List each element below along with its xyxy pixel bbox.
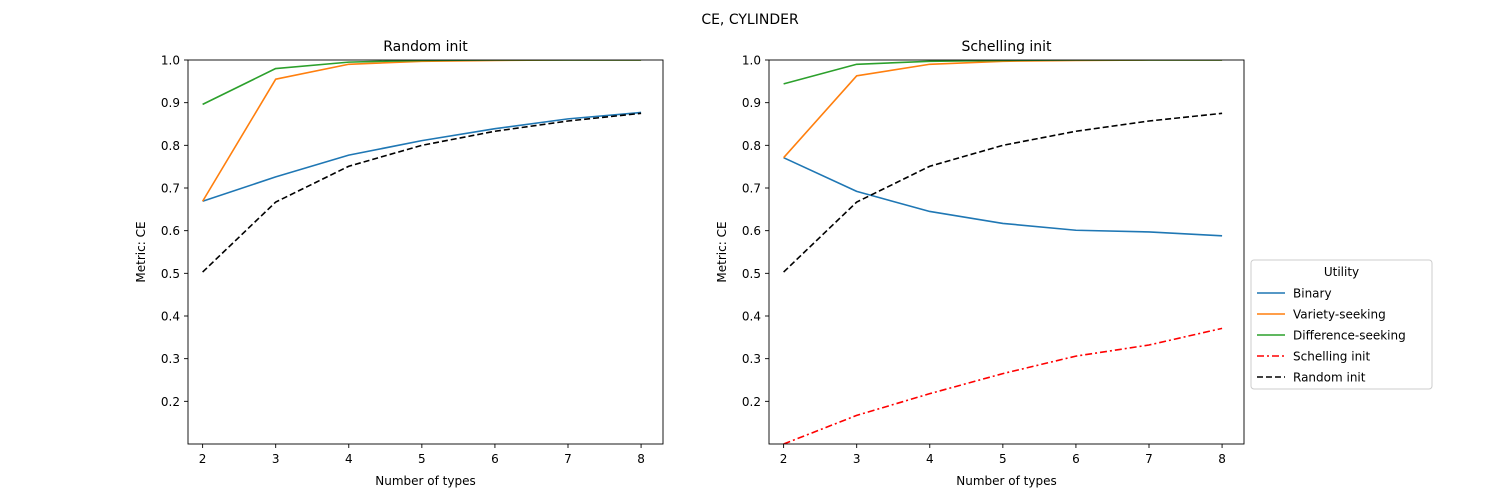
series-line-random-init: [783, 112, 1223, 273]
subplot-title: Random init: [383, 39, 468, 55]
y-tick-label: 0.7: [742, 182, 761, 196]
y-tick-label: 1.0: [161, 54, 180, 68]
x-axis-label: Number of types: [375, 474, 475, 488]
axes-frame: [768, 59, 1245, 445]
series-line-variety-seeking: [783, 60, 1223, 159]
series-line-difference-seeking: [783, 60, 1223, 85]
x-tick-label: 7: [564, 452, 572, 466]
y-tick-label: 0.3: [161, 352, 180, 366]
figure-suptitle: CE, CYLINDER: [701, 12, 799, 28]
subplot-1: 2 3 4 5 6 7 8 0.2 0.3 0.4 0.5 0.6 0.7 0.8 0.9 1.0 Random…: [134, 39, 664, 488]
y-tick-label: 0.5: [742, 267, 761, 281]
legend-entry-label: Difference-seeking: [1293, 329, 1406, 343]
x-tick-label: 5: [999, 452, 1007, 466]
series-line-binary: [202, 111, 642, 202]
y-tick-label: 0.2: [161, 395, 180, 409]
series-line-difference-seeking: [202, 60, 642, 106]
x-tick-label: 2: [780, 452, 788, 466]
x-tick-label: 2: [199, 452, 207, 466]
legend: Utility Binary Variety-seeking Difference-s…: [1250, 259, 1433, 390]
y-tick-label: 0.5: [161, 267, 180, 281]
legend-frame: [1250, 259, 1433, 390]
y-axis-label: Metric: CE: [134, 221, 148, 282]
x-tick-label: 3: [272, 452, 280, 466]
y-tick-label: 0.2: [742, 395, 761, 409]
y-tick-label: 0.7: [161, 182, 180, 196]
x-tick-label: 8: [637, 452, 645, 466]
y-tick-label: 0.6: [161, 224, 180, 238]
subplot-2: 2 3 4 5 6 7 8 0.2 0.3 0.4 0.5 0.6 0.7 0.8 0.9 1.0 Schell…: [715, 39, 1245, 488]
x-tick-label: 5: [418, 452, 426, 466]
y-axis-label: Metric: CE: [715, 221, 729, 282]
y-tick-label: 0.3: [742, 352, 761, 366]
series-group: [783, 60, 1223, 444]
y-tick-label: 0.4: [161, 310, 180, 324]
series-group: [201, 60, 642, 273]
x-tick-label: 8: [1218, 452, 1226, 466]
x-tick-label: 6: [491, 452, 499, 466]
axes-frame: [187, 59, 664, 445]
legend-entry-label: Random init: [1293, 371, 1366, 385]
subplot-title: Schelling init: [961, 39, 1052, 55]
x-tick-label: 7: [1145, 452, 1153, 466]
y-tick-label: 0.9: [742, 96, 761, 110]
legend-entry-label: Variety-seeking: [1293, 308, 1386, 322]
series-line-variety-seeking: [201, 60, 642, 202]
y-tick-label: 0.9: [161, 96, 180, 110]
legend-title: Utility: [1324, 265, 1359, 279]
series-line-binary: [783, 156, 1223, 237]
x-tick-label: 4: [345, 452, 353, 466]
legend-entry-label: Binary: [1293, 287, 1332, 301]
legend-entry-label: Schelling init: [1293, 350, 1371, 364]
y-tick-label: 1.0: [742, 54, 761, 68]
x-tick-label: 6: [1072, 452, 1080, 466]
y-tick-label: 0.8: [742, 139, 761, 153]
series-line-schelling-init: [783, 327, 1223, 444]
y-tick-label: 0.8: [161, 139, 180, 153]
series-line-random-init: [202, 112, 642, 273]
x-axis-label: Number of types: [956, 474, 1056, 488]
y-tick-label: 0.6: [742, 224, 761, 238]
x-tick-label: 4: [926, 452, 934, 466]
x-tick-label: 3: [853, 452, 861, 466]
y-tick-label: 0.4: [742, 310, 761, 324]
